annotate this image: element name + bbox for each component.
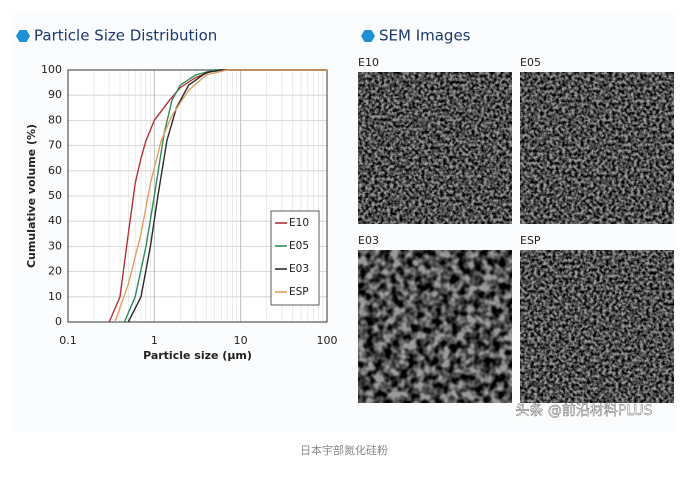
sem-image-texture: [358, 250, 512, 403]
bullet: [361, 30, 375, 42]
y-tick-label: 60: [48, 164, 62, 177]
y-tick-label: 40: [48, 214, 62, 227]
x-tick-label: 10: [234, 334, 248, 347]
x-tick-label: 1: [151, 334, 158, 347]
legend-label: E03: [289, 263, 309, 275]
y-tick-label: 90: [48, 88, 62, 101]
legend-box: [270, 210, 320, 306]
image-label: E05: [520, 56, 541, 69]
sem-images: E10 E05 E03 ESP: [358, 56, 674, 403]
plot-frame: [67, 69, 328, 323]
y-tick-label: 20: [48, 265, 62, 278]
image-label: E03: [358, 234, 379, 247]
y-tick-label: 0: [55, 315, 62, 328]
sem-image-texture: [520, 250, 674, 403]
image-label: E10: [358, 56, 379, 69]
sem-title: SEM Images: [379, 27, 471, 45]
legend-label: E10: [289, 217, 309, 229]
x-tick-label: 0.1: [59, 334, 77, 347]
x-tick-label: 100: [317, 334, 338, 347]
y-tick-label: 10: [48, 290, 62, 303]
x-axis-label: Particle size (μm): [143, 349, 252, 362]
sem-image-texture: [358, 72, 512, 224]
legend-label: E05: [289, 240, 309, 252]
chart: 0 10 20 30 40 50 60 70 80 90 100 0.1 1 10 100 Particle …: [25, 63, 338, 362]
y-tick-label: 30: [48, 239, 62, 252]
y-axis-label: Cumulative volume (%): [25, 124, 38, 268]
legend-label: ESP: [289, 286, 309, 298]
image-label: ESP: [520, 234, 541, 247]
series-line: [127, 69, 327, 323]
bullet: [16, 30, 30, 42]
sem-image-texture: [520, 72, 674, 224]
y-tick-label: 50: [48, 189, 62, 202]
chart-title: Particle Size Distribution: [34, 27, 217, 45]
caption: 日本宇部氮化硅粉: [300, 443, 388, 457]
series-line: [114, 69, 327, 323]
watermark: 头条 @前沿材料PLUS: [515, 402, 652, 419]
y-tick-label: 100: [41, 63, 62, 76]
y-tick-label: 80: [48, 113, 62, 126]
series-line: [108, 69, 327, 323]
y-tick-label: 70: [48, 139, 62, 152]
